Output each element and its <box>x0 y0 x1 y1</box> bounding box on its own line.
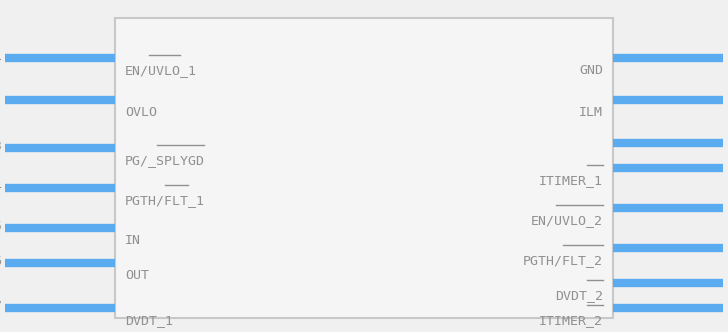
Text: 14: 14 <box>727 275 728 288</box>
Text: GND: GND <box>579 64 603 77</box>
Text: OVLO: OVLO <box>125 106 157 119</box>
Text: ITIMER_1: ITIMER_1 <box>539 174 603 187</box>
Text: 3: 3 <box>0 140 1 153</box>
Text: ILM: ILM <box>579 106 603 119</box>
Text: 13: 13 <box>727 240 728 253</box>
Text: EN/UVLO_1: EN/UVLO_1 <box>125 64 197 77</box>
Text: 9: 9 <box>727 92 728 105</box>
Text: 15: 15 <box>727 300 728 313</box>
Text: 11: 11 <box>727 160 728 173</box>
Bar <box>115 18 613 318</box>
Text: 6: 6 <box>0 255 1 268</box>
Text: 5: 5 <box>0 220 1 233</box>
Text: PGTH/FLT_2: PGTH/FLT_2 <box>523 254 603 267</box>
Text: EN/UVLO_2: EN/UVLO_2 <box>531 214 603 227</box>
Text: PGTH/FLT_1: PGTH/FLT_1 <box>125 194 205 207</box>
Text: 2: 2 <box>0 92 1 105</box>
Text: IN: IN <box>125 234 141 247</box>
Text: 1: 1 <box>0 50 1 63</box>
Text: ITIMER_2: ITIMER_2 <box>539 314 603 327</box>
Text: OUT: OUT <box>125 269 149 282</box>
Text: 10: 10 <box>727 135 728 148</box>
Text: 8: 8 <box>727 50 728 63</box>
Text: DVDT_2: DVDT_2 <box>555 289 603 302</box>
Text: DVDT_1: DVDT_1 <box>125 314 173 327</box>
Text: 12: 12 <box>727 200 728 213</box>
Text: 4: 4 <box>0 180 1 193</box>
Text: 7: 7 <box>0 300 1 313</box>
Text: PG/_SPLYGD: PG/_SPLYGD <box>125 154 205 167</box>
